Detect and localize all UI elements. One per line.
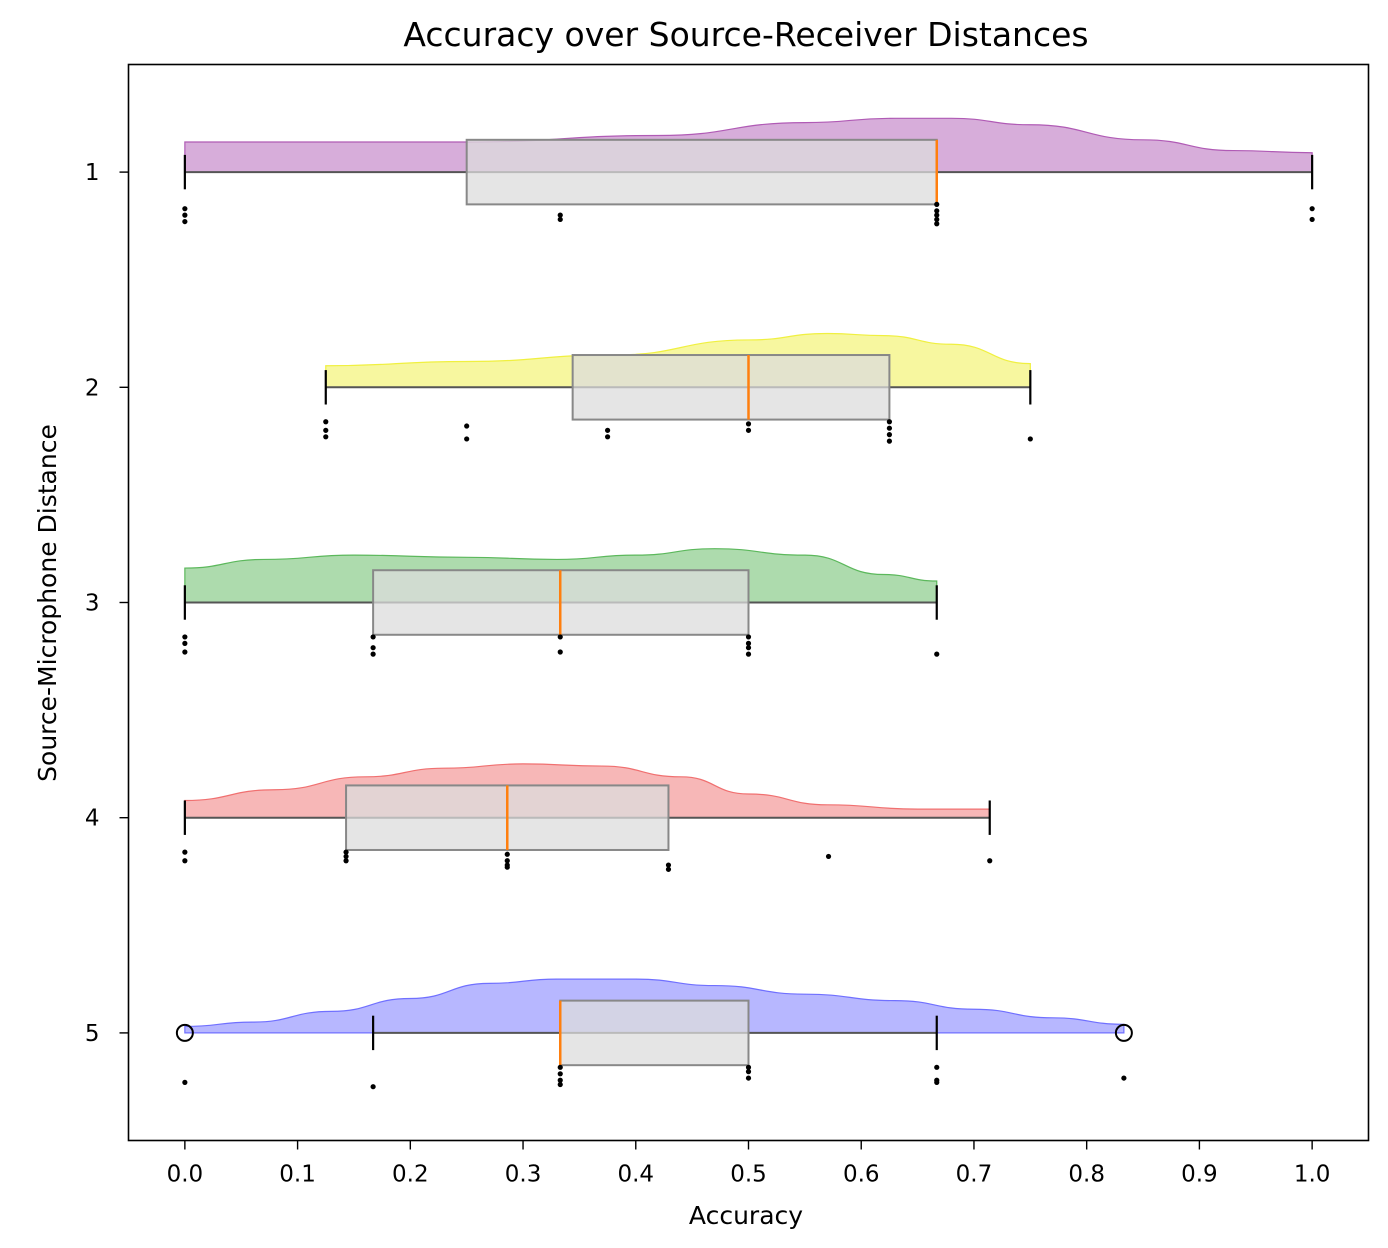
rain-point — [1121, 1075, 1127, 1081]
rain-point — [934, 1079, 940, 1085]
rain-point — [557, 634, 563, 640]
rain-point — [934, 201, 940, 207]
rain-point — [745, 1064, 752, 1070]
rain-point — [182, 634, 188, 640]
rain-point — [825, 853, 832, 860]
rain-point — [343, 853, 349, 860]
rain-point — [343, 849, 349, 855]
rain-point — [604, 434, 611, 440]
rain-point — [934, 1064, 940, 1070]
rain-point — [934, 221, 940, 227]
rain-point — [504, 851, 510, 857]
series-4 — [182, 763, 993, 872]
rain-point — [557, 1071, 563, 1077]
y-axis-ticks: 1 2 3 4 5 — [85, 160, 129, 1047]
y-tick-label: 1 — [85, 160, 100, 186]
x-tick-label: 0.4 — [617, 1162, 654, 1188]
box — [571, 354, 891, 421]
rain-point — [182, 649, 188, 655]
x-tick-label: 0.0 — [167, 1162, 204, 1188]
rain-point — [886, 425, 893, 431]
x-axis-label: Accuracy — [689, 1201, 803, 1230]
y-tick-label: 5 — [85, 1021, 100, 1047]
rain-point — [886, 419, 893, 425]
y-tick-label: 2 — [85, 375, 100, 401]
rain-point — [604, 427, 611, 433]
x-tick-label: 0.9 — [1181, 1162, 1218, 1188]
box — [465, 138, 938, 206]
x-tick-label: 0.5 — [730, 1162, 767, 1188]
rain-point — [182, 212, 188, 218]
rain-point — [557, 1064, 563, 1070]
rain-point — [934, 216, 940, 223]
rain-point — [323, 427, 329, 433]
x-tick-label: 0.2 — [392, 1162, 429, 1188]
rain-point — [557, 212, 563, 218]
rain-point — [1309, 206, 1315, 212]
rain-point — [745, 634, 752, 640]
rain-point — [934, 212, 940, 218]
rain-point — [182, 1079, 188, 1085]
outlier-marker — [1114, 1023, 1133, 1042]
outlier-marker — [175, 1023, 194, 1042]
rain-point — [504, 864, 510, 870]
chart-title: Accuracy over Source-Receiver Distances — [403, 15, 1088, 54]
y-axis-label: Source-Microphone Distance — [33, 424, 62, 782]
series-2 — [323, 332, 1033, 444]
rain-point — [886, 438, 893, 444]
rain-point — [934, 208, 940, 214]
rain-point — [745, 645, 752, 651]
series-3 — [182, 548, 940, 657]
rain-point — [665, 862, 672, 868]
x-tick-label: 0.1 — [279, 1162, 316, 1188]
rain-point — [745, 640, 752, 646]
x-axis-ticks: 0.0 0.1 0.2 0.3 0.4 0.5 0.6 0.7 0.8 0.9 1.0 — [167, 1140, 1331, 1188]
rain-point — [1027, 436, 1033, 442]
x-tick-label: 1.0 — [1294, 1162, 1331, 1188]
series-5 — [175, 978, 1133, 1090]
x-tick-label: 0.6 — [843, 1162, 880, 1188]
rain-point — [745, 1075, 752, 1081]
rain-point — [323, 434, 329, 440]
x-tick-label: 0.3 — [505, 1162, 542, 1188]
x-tick-label: 0.7 — [956, 1162, 993, 1188]
rain-point — [745, 651, 752, 657]
series-1 — [182, 117, 1315, 227]
y-tick-label: 3 — [85, 591, 100, 617]
rain-point — [370, 1084, 376, 1090]
rain-point — [557, 1081, 563, 1088]
rain-point — [182, 640, 188, 646]
box — [559, 999, 750, 1067]
rain-point — [370, 651, 376, 657]
rain-point — [745, 427, 752, 433]
rain-point — [343, 858, 349, 864]
rain-point — [745, 421, 752, 427]
rain-point — [557, 1077, 563, 1083]
rain-point — [323, 419, 329, 425]
rain-point — [182, 849, 188, 855]
rain-point — [182, 858, 188, 864]
rain-point — [182, 206, 188, 212]
rain-point — [665, 866, 672, 872]
rain-point — [557, 216, 563, 223]
rain-point — [987, 858, 993, 864]
rain-point — [886, 432, 893, 438]
plot-area — [175, 117, 1315, 1090]
rain-point — [557, 649, 563, 655]
rain-point — [464, 436, 470, 442]
y-tick-label: 4 — [85, 806, 100, 832]
rain-point — [370, 634, 376, 640]
rain-point — [745, 1069, 752, 1075]
rain-point — [464, 423, 470, 429]
rain-point — [1309, 216, 1315, 223]
x-tick-label: 0.8 — [1068, 1162, 1105, 1188]
rain-point — [934, 651, 940, 657]
rain-point — [504, 858, 510, 864]
rain-point — [370, 645, 376, 651]
rain-point — [182, 218, 188, 225]
